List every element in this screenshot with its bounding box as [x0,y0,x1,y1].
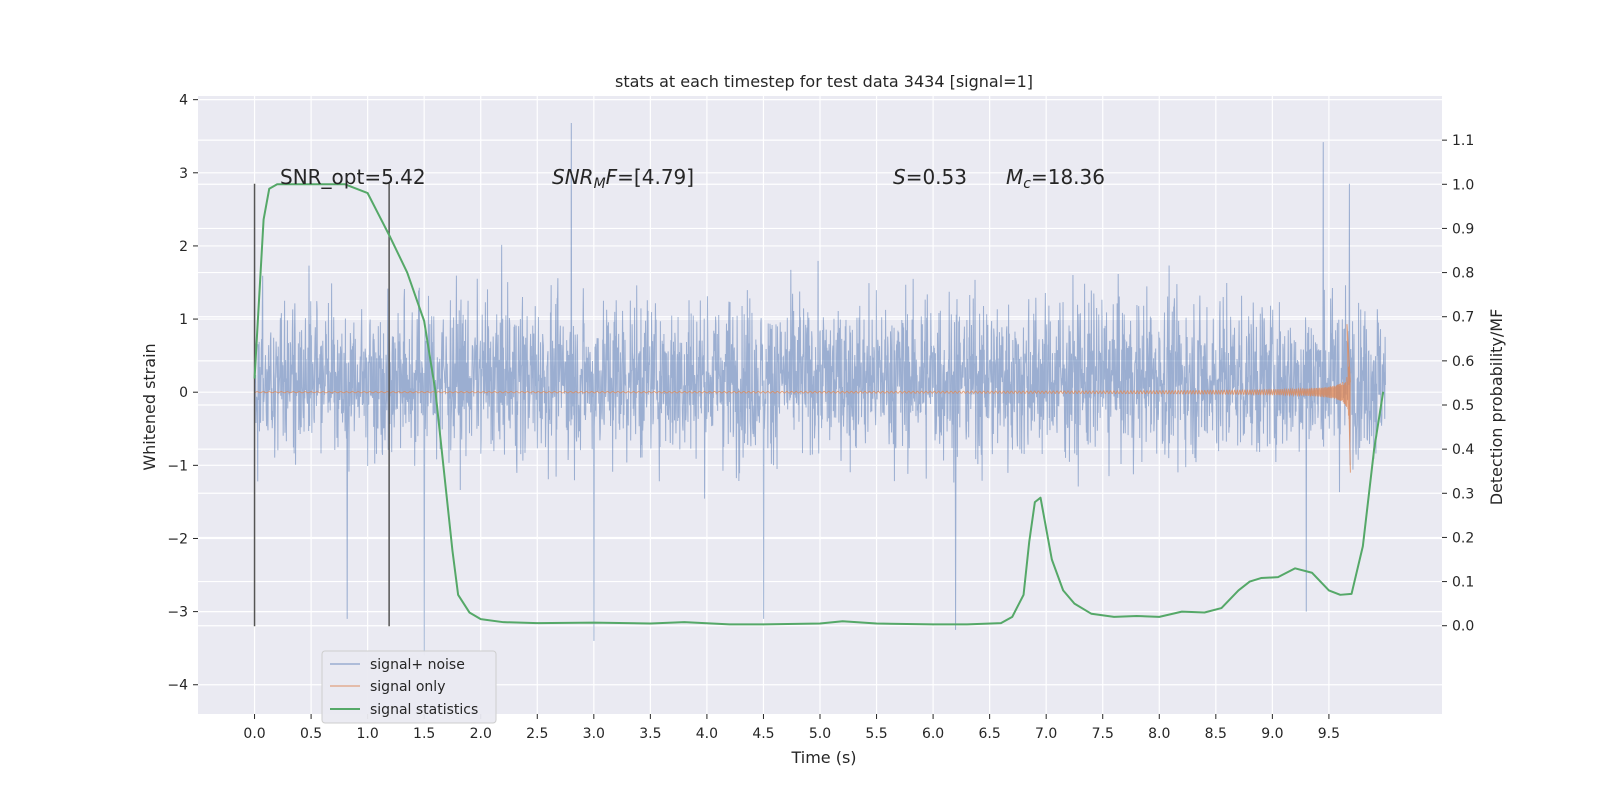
stats-line [253,183,1385,626]
annotation-snr-mf: SNRMF=[4.79] [552,165,694,192]
y-tick-label-left: 4 [179,93,188,109]
snr-mf-symbol: SNR [552,165,594,189]
mc-symbol: M [1006,165,1023,189]
y-tick-label-right: 0.0 [1452,619,1474,635]
y-tick-label-right: 0.6 [1452,354,1474,370]
snr-mf-value: =[4.79] [617,165,694,189]
y-ticks-right: 1.1 1.0 0.9 0.8 0.7 0.6 0.5 0.4 0.3 0.2 0.1 0.0 [1442,133,1474,635]
x-tick-label: 2.0 [470,726,492,742]
y-tick-label-right: 0.3 [1452,486,1474,502]
y-tick-label-right: 0.2 [1452,530,1474,546]
signal-series [254,324,1351,473]
legend-box [321,650,497,724]
legend: signal+ noise signal only signal statist… [321,650,497,724]
y-tick-label-left: −2 [167,531,188,547]
legend-label-signal: signal only [370,679,445,695]
y-tick-label-left: 0 [179,385,188,401]
noise-line [254,123,1386,656]
x-tick-label: 6.5 [979,726,1001,742]
mc-value: =18.36 [1031,165,1105,189]
x-axis-label: Time (s) [790,748,856,767]
y-tick-label-right: 0.7 [1452,310,1474,326]
x-tick-label: 0.0 [243,726,265,742]
annotation-mc: Mc=18.36 [1006,165,1105,192]
snr-mf-tail: F [606,165,618,189]
noise-series [254,123,1386,656]
y-ticks-left: 4 3 2 1 0 −1 −2 −3 −4 [167,93,198,694]
x-tick-label: 2.5 [526,726,548,742]
y-tick-label-right: 0.4 [1452,442,1474,458]
y-tick-label-left: −1 [167,458,188,474]
y-axis-label: Whitened strain [140,343,159,470]
s-symbol: S [893,165,906,189]
x-tick-label: 8.0 [1148,726,1170,742]
x-tick-label: 5.5 [865,726,887,742]
x-tick-label: 7.5 [1092,726,1114,742]
y-tick-label-right: 0.5 [1452,398,1474,414]
y-tick-label-right: 1.0 [1452,177,1474,193]
mc-sub: c [1023,176,1031,192]
x-tick-label: 3.5 [639,726,661,742]
y-tick-label-right: 1.1 [1452,133,1474,149]
y-tick-label-left: −3 [167,605,188,621]
s-value: =0.53 [906,165,967,189]
y-tick-label-right: 0.1 [1452,575,1474,591]
x-tick-label: 1.5 [413,726,435,742]
x-tick-label: 4.5 [752,726,774,742]
chart-title: stats at each timestep for test data 343… [615,72,1033,91]
x-tick-label: 1.0 [357,726,379,742]
legend-label-stats: signal statistics [370,702,478,718]
x-tick-label: 0.5 [300,726,322,742]
snr-mf-sub: M [594,176,606,192]
legend-label-noise: signal+ noise [370,657,465,673]
y-tick-label-right: 0.8 [1452,266,1474,282]
y-axis-right-label: Detection probability/MF [1487,309,1506,506]
y-tick-label-left: 2 [179,239,188,255]
x-tick-label: 6.0 [922,726,944,742]
x-tick-label: 7.0 [1035,726,1057,742]
x-tick-label: 5.0 [809,726,831,742]
y-tick-label-right: 0.9 [1452,221,1474,237]
x-ticks: 0.0 0.5 1.0 1.5 2.0 2.5 3.0 3.5 4.0 4.5 5.0 5.5 6.0 6… [243,714,1340,742]
stats-series [253,183,1385,626]
vertical-markers [253,183,390,627]
y-tick-label-left: 3 [179,166,188,182]
x-tick-label: 8.5 [1205,726,1227,742]
x-tick-label: 9.0 [1261,726,1283,742]
signal-line [254,324,1351,473]
x-tick-label: 4.0 [696,726,718,742]
annotation-s: S=0.53 [893,165,967,189]
annotation-snr-opt: SNR_opt=5.42 [280,165,426,189]
x-tick-label: 9.5 [1318,726,1340,742]
x-tick-label: 3.0 [583,726,605,742]
y-tick-label-left: −4 [167,678,188,694]
y-tick-label-left: 1 [179,312,188,328]
